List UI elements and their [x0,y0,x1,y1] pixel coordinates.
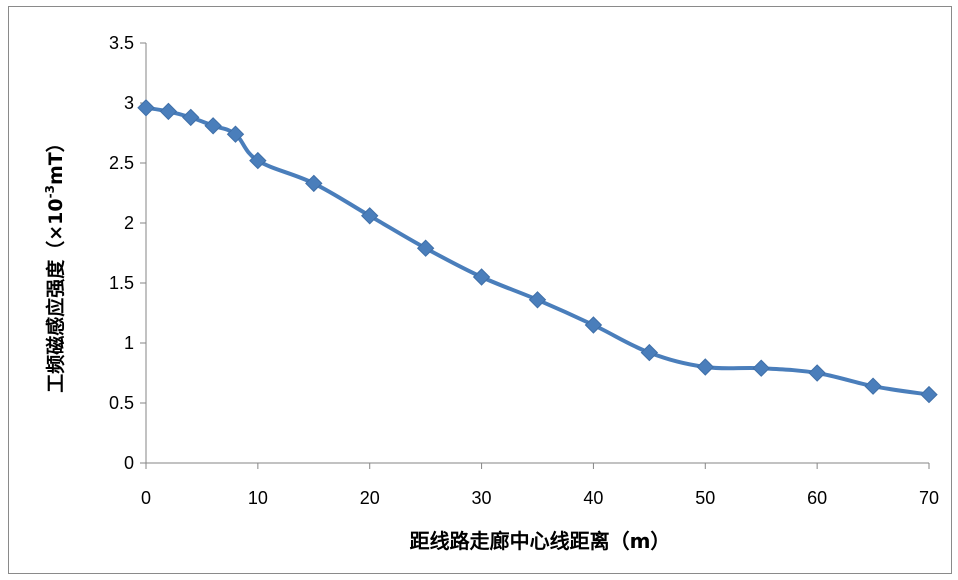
x-tick-label: 30 [472,488,492,508]
x-tick-label: 10 [248,488,268,508]
data-point-marker [920,385,938,404]
x-axis-title: 距线路走廊中心线距离（m） [410,529,671,553]
x-tick-label: 70 [919,488,939,508]
x-axis-ticks: 0 10 20 30 40 50 60 70 [141,463,939,508]
x-tick-label: 40 [583,488,603,508]
y-tick-label: 0.5 [109,393,134,413]
data-point-marker [159,102,178,121]
data-point-marker [361,207,379,225]
data-point-marker [305,174,323,193]
data-point-marker [137,99,155,117]
y-axis-title-unit: mT） [44,133,67,185]
axes [145,43,929,464]
data-point-marker [528,291,547,309]
data-point-marker [472,268,491,286]
data-point-marker [696,358,714,376]
data-point-marker [182,108,200,127]
x-tick-label: 0 [141,488,151,508]
y-axis-title: 工频磁感应强度（×10-3mT） [43,133,67,392]
chart-frame [8,6,952,574]
data-point-marker [584,316,603,334]
x-tick-label: 60 [807,488,827,508]
series [137,99,938,404]
x-tick-label: 20 [360,488,380,508]
data-point-marker [808,364,826,382]
y-tick-label: 1.5 [109,273,134,293]
data-point-marker [864,377,882,395]
data-point-marker [640,343,659,362]
y-axis-title-main: 工频磁感应强度（×10 [44,198,67,392]
series-line [144,105,931,397]
data-point-marker [204,117,222,135]
data-point-marker [752,359,770,377]
data-point-marker [416,239,435,257]
y-axis-ticks: 0 0.5 1 1.5 2 2.5 3 3.5 [109,33,146,473]
y-tick-label: 3.5 [109,33,134,53]
y-tick-label: 1 [124,333,134,353]
data-point-marker [249,151,267,170]
y-tick-label: 3 [124,93,134,113]
y-tick-label: 2 [124,213,134,233]
data-point-marker [226,125,245,143]
x-tick-label: 50 [695,488,715,508]
y-tick-label: 2.5 [109,153,134,173]
y-axis-title-superscript: -3 [43,185,57,198]
y-tick-label: 0 [124,453,134,473]
